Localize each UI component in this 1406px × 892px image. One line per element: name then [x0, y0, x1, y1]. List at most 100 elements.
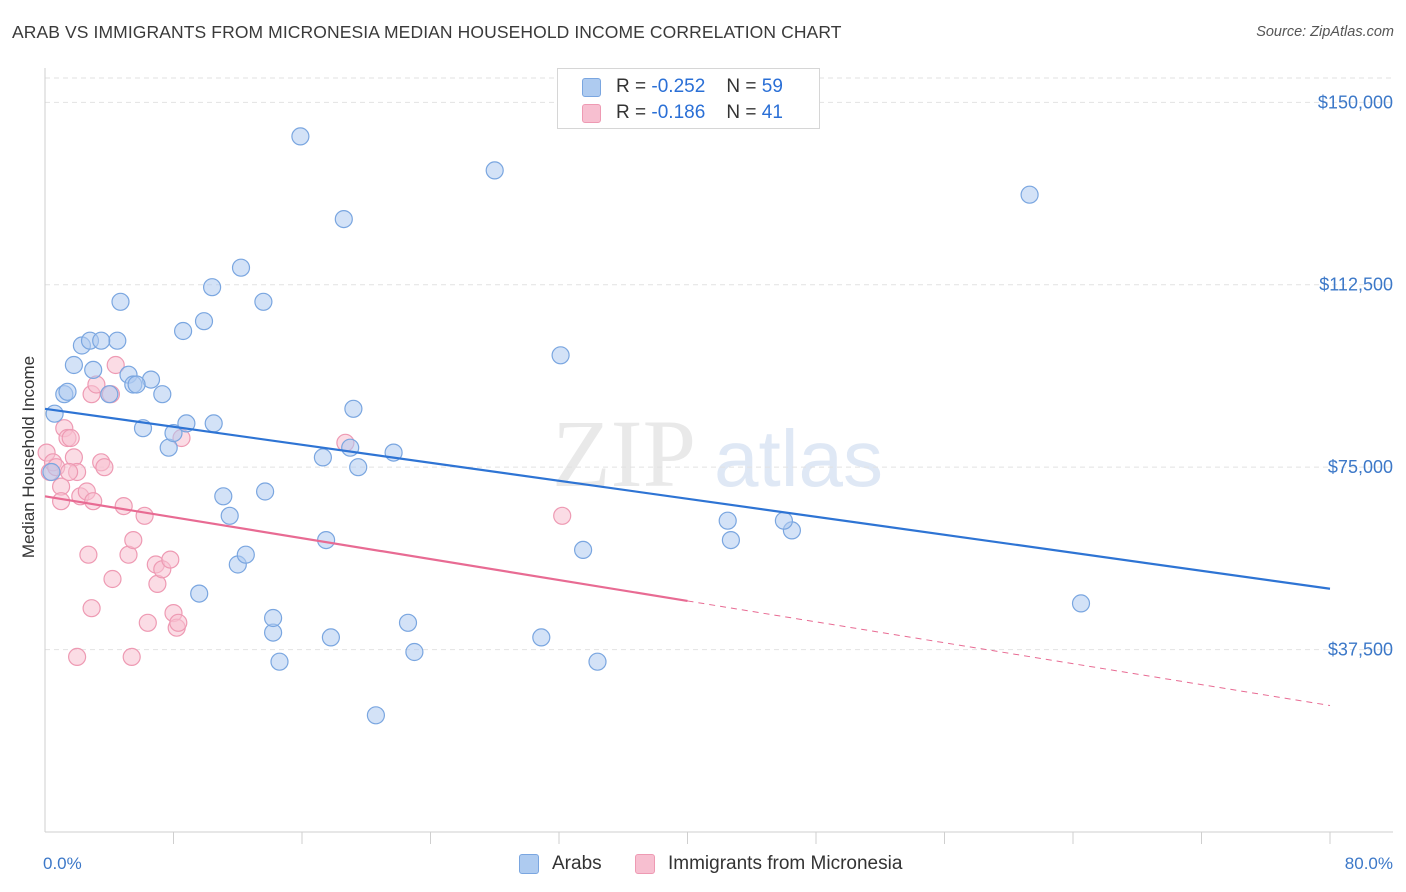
arabs-point-29 — [236, 545, 255, 564]
micronesia-trend-line — [44, 495, 688, 603]
stats-text-micronesia: R = -0.186 N = 41 — [616, 102, 783, 124]
watermark-atlas: atlas — [714, 414, 883, 503]
arabs-point-20 — [174, 321, 193, 341]
y-tick-label-2: $112,500 — [1319, 275, 1393, 295]
arabs-point-37 — [344, 399, 363, 418]
n-value-arabs: 59 — [761, 76, 783, 97]
arabs-point-0 — [42, 462, 61, 482]
legend-label-arabs: Arabs — [552, 853, 602, 874]
arabs-point-25 — [204, 414, 223, 433]
arabs-point-41 — [270, 652, 289, 671]
arabs-point-35 — [341, 438, 360, 457]
micronesia-point-21 — [124, 530, 143, 550]
y-tick-label-3: $150,000 — [1318, 92, 1393, 112]
micronesia-point-29 — [169, 613, 188, 632]
arabs-point-47 — [532, 628, 551, 647]
r-value-arabs: -0.252 — [651, 76, 706, 97]
arabs-point-9 — [92, 331, 111, 350]
arabs-legend-swatch — [519, 854, 539, 874]
arabs-point-7 — [84, 360, 103, 379]
arabs-point-56 — [1071, 594, 1091, 613]
arabs-trend-line — [44, 407, 1331, 590]
arabs-point-50 — [588, 652, 607, 671]
arabs-point-33 — [313, 448, 332, 467]
micronesia-point-7 — [61, 428, 80, 448]
r-label: R = — [616, 102, 647, 123]
stats-text-arabs: R = -0.252 N = 59 — [616, 76, 783, 98]
n-label: N = — [726, 102, 757, 123]
arabs-point-8 — [108, 331, 127, 350]
arabs-point-54 — [774, 511, 794, 530]
arabs-point-48 — [551, 346, 570, 365]
legend-label-micronesia: Immigrants from Micronesia — [668, 853, 903, 874]
chart-title: ARAB VS IMMIGRANTS FROM MICRONESIA MEDIA… — [12, 22, 842, 42]
gridlines — [45, 77, 1393, 651]
y-tick-label-0: $37,500 — [1328, 640, 1393, 660]
arabs-point-18 — [164, 424, 183, 443]
arabs-point-40 — [264, 608, 283, 628]
arabs-point-30 — [256, 482, 275, 501]
arabs-point-46 — [485, 161, 504, 180]
micronesia-point-22 — [135, 506, 154, 525]
arabs-point-15 — [153, 385, 172, 404]
chart-source: Source: ZipAtlas.com — [1256, 24, 1394, 40]
micronesia-point-39 — [553, 506, 572, 525]
y-tick-labels: $37,500 $75,000 $112,500 $150,000 — [1318, 92, 1393, 659]
arabs-point-10 — [111, 292, 130, 311]
micronesia-point-33 — [82, 599, 101, 618]
arabs-point-42 — [321, 628, 340, 647]
trend-lines — [44, 407, 1331, 707]
micronesia-swatch — [582, 104, 601, 123]
micronesia-point-31 — [51, 492, 71, 511]
arabs-point-3 — [58, 382, 77, 401]
arabs-point-51 — [718, 511, 737, 530]
x-tick-label-start: 0.0% — [43, 854, 82, 873]
arabs-point-11 — [100, 385, 119, 404]
x-tick-labels: 0.0% 80.0% — [43, 854, 1393, 873]
arabs-point-32 — [334, 210, 353, 229]
arabs-swatch — [582, 78, 601, 97]
arabs-point-5 — [64, 355, 84, 375]
arabs-point-31 — [291, 127, 310, 146]
micronesia-point-37 — [67, 647, 87, 667]
micronesia-point-19 — [114, 497, 133, 516]
arabs-point-58 — [127, 375, 146, 394]
arabs-point-49 — [573, 540, 593, 560]
stats-legend: R = -0.252 N = 59 R = -0.186 N = 41 — [557, 68, 820, 129]
arabs-point-43 — [398, 613, 418, 632]
n-value-micronesia: 41 — [761, 102, 783, 123]
arabs-point-36 — [349, 458, 368, 477]
arabs-point-44 — [405, 642, 424, 662]
micronesia-point-40 — [59, 462, 79, 482]
arabs-point-52 — [721, 530, 741, 550]
micronesia-point-17 — [106, 355, 125, 375]
arabs-point-22 — [203, 278, 222, 297]
y-tick-label-1: $75,000 — [1328, 457, 1393, 477]
micronesia-point-32 — [79, 545, 98, 564]
micronesia-point-26 — [161, 550, 180, 569]
series-legend: Arabs Immigrants from Micronesia — [0, 852, 1406, 878]
arabs-point-26 — [214, 487, 233, 506]
micronesia-point-18 — [84, 492, 103, 511]
arabs-point-21 — [194, 312, 214, 331]
arabs-point-23 — [231, 258, 251, 277]
micronesia-point-34 — [103, 569, 122, 589]
arabs-point-1 — [45, 404, 64, 423]
micronesia-legend-swatch — [635, 854, 655, 874]
n-label: N = — [726, 76, 757, 97]
x-tick-label-end: 80.0% — [1345, 854, 1393, 873]
micronesia-point-15 — [95, 458, 114, 477]
series-arabs — [42, 127, 1091, 725]
micronesia-trend-extension — [687, 600, 1331, 707]
arabs-point-55 — [1020, 185, 1039, 204]
arabs-point-57 — [190, 584, 209, 603]
r-value-micronesia: -0.186 — [651, 102, 706, 123]
arabs-point-45 — [366, 706, 385, 725]
r-label: R = — [616, 76, 647, 97]
micronesia-point-35 — [122, 647, 141, 667]
y-axis-label: Median Household Income — [19, 356, 38, 558]
series-micronesia — [37, 355, 572, 667]
arabs-point-27 — [220, 506, 239, 525]
arabs-point-24 — [254, 292, 273, 311]
